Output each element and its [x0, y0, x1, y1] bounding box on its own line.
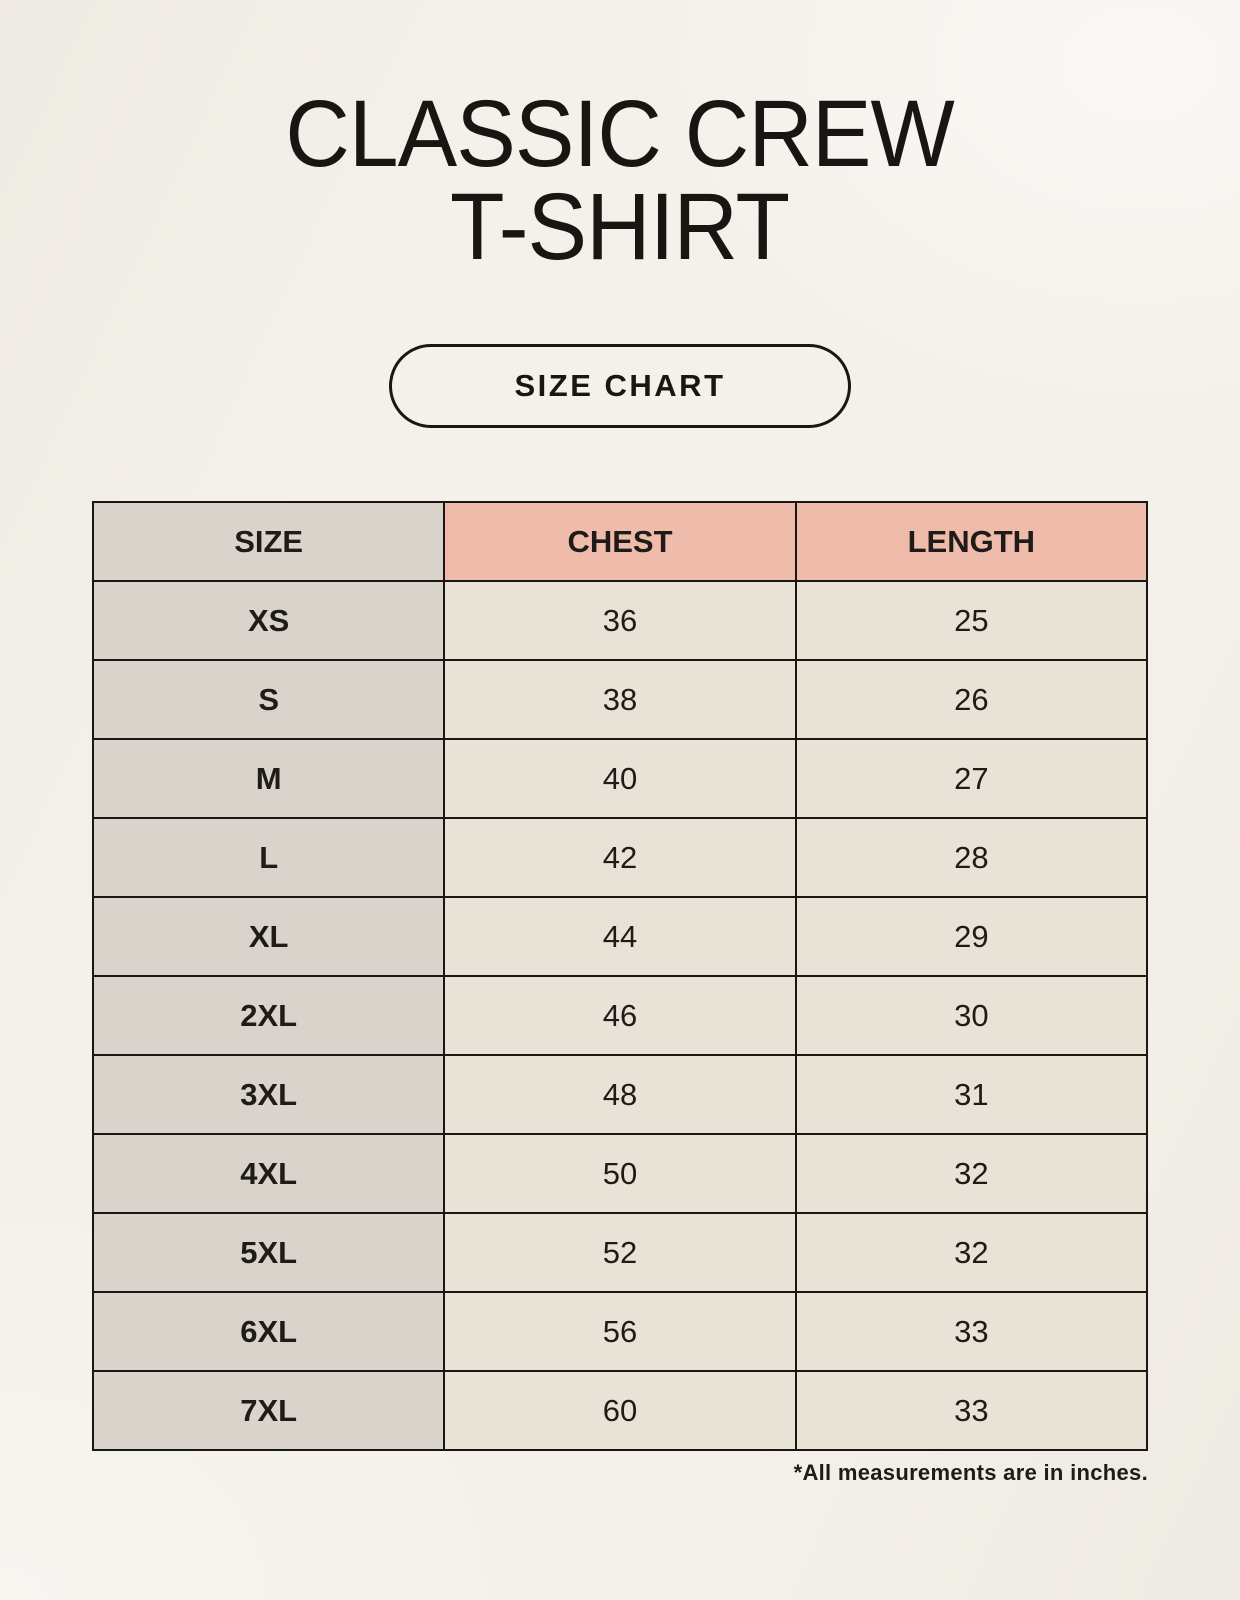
- size-cell: XS: [91, 580, 446, 662]
- length-cell: 33: [794, 1291, 1149, 1373]
- table-row: XS 36 25: [91, 580, 1149, 662]
- size-cell: L: [91, 817, 446, 899]
- size-cell: XL: [91, 896, 446, 978]
- table-row: 6XL 56 33: [91, 1291, 1149, 1373]
- size-cell: 5XL: [91, 1212, 446, 1294]
- length-cell: 30: [794, 975, 1149, 1057]
- chest-cell: 52: [443, 1212, 797, 1294]
- size-table-head: SIZE CHEST LENGTH: [91, 501, 1149, 583]
- chest-cell: 36: [443, 580, 797, 662]
- table-row: 7XL 60 33: [91, 1370, 1149, 1452]
- size-table-container: SIZE CHEST LENGTH XS 36 25 S 38 26 M 40 27 L 42 28 X…: [91, 501, 1149, 1452]
- size-cell: 7XL: [91, 1370, 446, 1452]
- table-row: XL 44 29: [91, 896, 1149, 978]
- chest-cell: 40: [443, 738, 797, 820]
- measurements-footnote: *All measurements are in inches.: [793, 1460, 1148, 1486]
- table-row: 4XL 50 32: [91, 1133, 1149, 1215]
- length-cell: 31: [794, 1054, 1149, 1136]
- table-row: 5XL 52 32: [91, 1212, 1149, 1294]
- chest-cell: 46: [443, 975, 797, 1057]
- size-cell: M: [91, 738, 446, 820]
- page-title-line1: CLASSIC CREW: [285, 81, 955, 187]
- length-cell: 26: [794, 659, 1149, 741]
- length-cell: 27: [794, 738, 1149, 820]
- chest-cell: 44: [443, 896, 797, 978]
- size-cell: 6XL: [91, 1291, 446, 1373]
- chest-cell: 50: [443, 1133, 797, 1215]
- size-chart-badge[interactable]: SIZE CHART: [389, 344, 851, 429]
- size-cell: 3XL: [91, 1054, 446, 1136]
- table-row: S 38 26: [91, 659, 1149, 741]
- size-table-body: XS 36 25 S 38 26 M 40 27 L 42 28 XL 44 29 2XL 46 30 3XL 48 3…: [91, 580, 1149, 1452]
- length-cell: 32: [794, 1212, 1149, 1294]
- table-row: M 40 27: [91, 738, 1149, 820]
- size-chart-badge-label: SIZE CHART: [514, 368, 726, 404]
- table-row: 3XL 48 31: [91, 1054, 1149, 1136]
- chest-cell: 48: [443, 1054, 797, 1136]
- column-header-size: SIZE: [91, 501, 446, 583]
- chest-cell: 60: [443, 1370, 797, 1452]
- page-title-line2: T-SHIRT: [450, 174, 790, 281]
- size-cell: 4XL: [91, 1133, 446, 1215]
- chest-cell: 42: [443, 817, 797, 899]
- size-table: SIZE CHEST LENGTH XS 36 25 S 38 26 M 40 27 L 42 28 X…: [91, 501, 1149, 1452]
- length-cell: 25: [794, 580, 1149, 662]
- size-cell: S: [91, 659, 446, 741]
- table-row: 2XL 46 30: [91, 975, 1149, 1057]
- chest-cell: 38: [443, 659, 797, 741]
- length-cell: 33: [794, 1370, 1149, 1452]
- table-row: L 42 28: [91, 817, 1149, 899]
- chest-cell: 56: [443, 1291, 797, 1373]
- length-cell: 29: [794, 896, 1149, 978]
- column-header-length: LENGTH: [794, 501, 1149, 583]
- length-cell: 32: [794, 1133, 1149, 1215]
- page-title: CLASSIC CREW T-SHIRT: [286, 87, 955, 275]
- size-cell: 2XL: [91, 975, 446, 1057]
- column-header-chest: CHEST: [443, 501, 797, 583]
- size-table-header-row: SIZE CHEST LENGTH: [91, 501, 1149, 583]
- length-cell: 28: [794, 817, 1149, 899]
